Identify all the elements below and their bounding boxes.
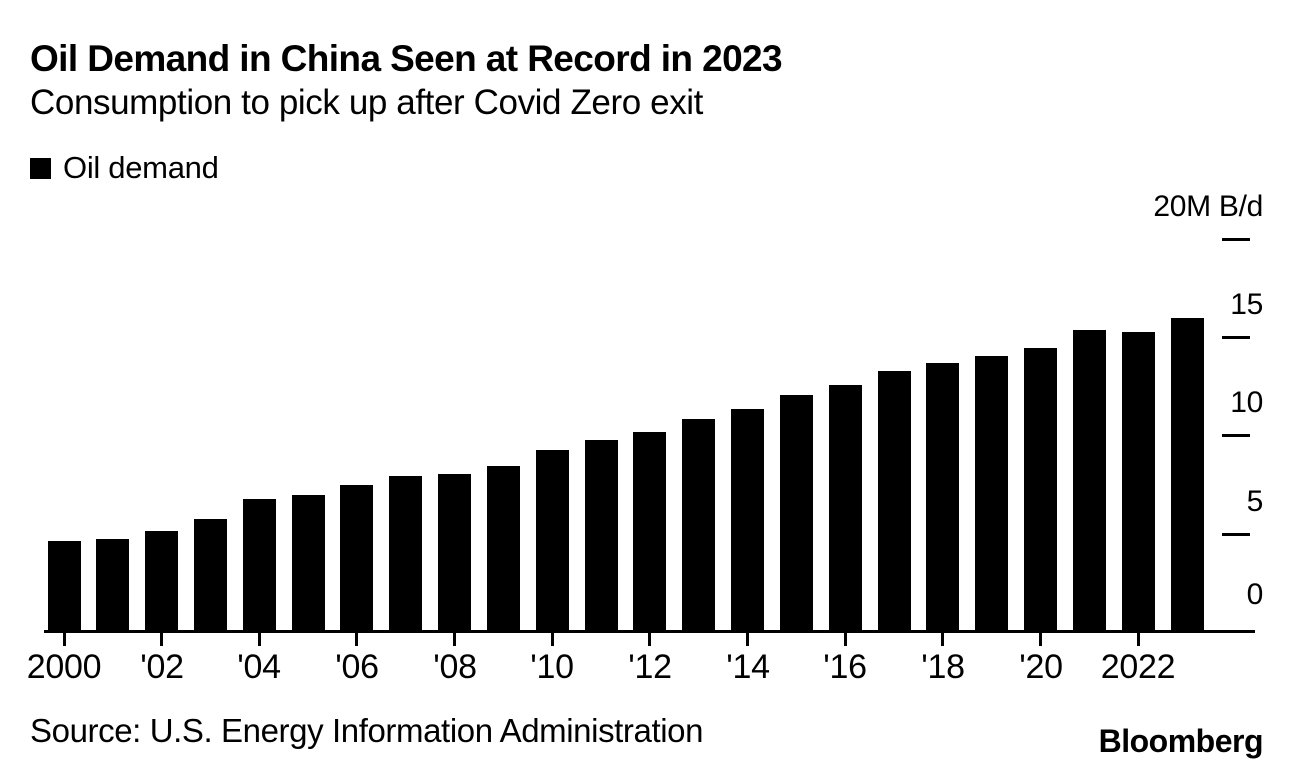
y-tick-label-20: 20M B/d [1153,190,1263,223]
bar-2021 [1073,330,1106,631]
y-tick-label-15: 15 [1230,288,1263,321]
y-tick-15 [1222,336,1250,339]
bar-2018 [926,363,959,631]
bar-2001 [96,539,129,631]
source-note: Source: U.S. Energy Information Administ… [30,712,704,749]
x-tick-label-2008: '08 [433,648,477,686]
x-tick-label-2004: '04 [237,648,281,686]
x-tick-2014 [746,633,749,646]
bloomberg-logo: Bloomberg [1098,723,1264,759]
x-tick-2002 [160,633,163,646]
x-tick-2022 [1137,633,1140,646]
x-tick-2008 [453,633,456,646]
bar-2012 [633,432,666,631]
bar-2002 [145,531,178,631]
x-tick-2012 [648,633,651,646]
x-tick-label-2002: '02 [140,648,184,686]
x-tick-2016 [844,633,847,646]
x-tick-2018 [941,633,944,646]
bar-2022 [1122,332,1155,631]
bar-2019 [975,356,1008,631]
x-tick-2020 [1039,633,1042,646]
x-tick-label-2012: '12 [628,648,672,686]
y-tick-label-5: 5 [1246,485,1264,518]
x-tick-label-2014: '14 [726,648,770,686]
bar-2003 [194,519,227,631]
legend-label: Oil demand [63,150,219,185]
y-tick-label-0: 0 [1246,578,1264,611]
bar-2020 [1024,348,1057,631]
bar-2015 [780,395,813,631]
x-tick-label-2020: '20 [1019,648,1063,686]
x-tick-label-2016: '16 [823,648,867,686]
chart-title: Oil Demand in China Seen at Record in 20… [30,38,783,79]
bar-2008 [438,474,471,631]
x-tick-label-2018: '18 [921,648,965,686]
x-tick-label-2000: 2000 [26,648,102,686]
y-tick-20 [1222,238,1250,241]
bar-2011 [585,440,618,631]
bar-2023 [1171,318,1204,631]
legend-swatch-icon [30,157,51,179]
bar-2016 [829,385,862,631]
bar-2004 [243,499,276,631]
bar-2014 [731,409,764,631]
bar-2006 [340,485,373,631]
bar-2013 [682,419,715,631]
x-tick-2004 [258,633,261,646]
x-tick-label-2006: '06 [335,648,379,686]
bar-2000 [48,541,81,631]
x-tick-label-2022: 2022 [1100,648,1176,686]
x-axis-line [44,630,1255,633]
y-tick-5 [1222,533,1250,536]
y-tick-10 [1222,434,1250,437]
x-tick-2006 [355,633,358,646]
bar-2010 [536,450,569,631]
bar-2009 [487,466,520,631]
bar-2005 [292,495,325,631]
legend: Oil demand [30,150,219,186]
chart-subtitle: Consumption to pick up after Covid Zero … [30,83,704,122]
x-tick-2000 [63,633,66,646]
x-tick-2010 [551,633,554,646]
bar-2017 [878,371,911,631]
x-tick-label-2010: '10 [530,648,574,686]
bar-2007 [389,476,422,631]
y-tick-label-10: 10 [1230,386,1263,419]
